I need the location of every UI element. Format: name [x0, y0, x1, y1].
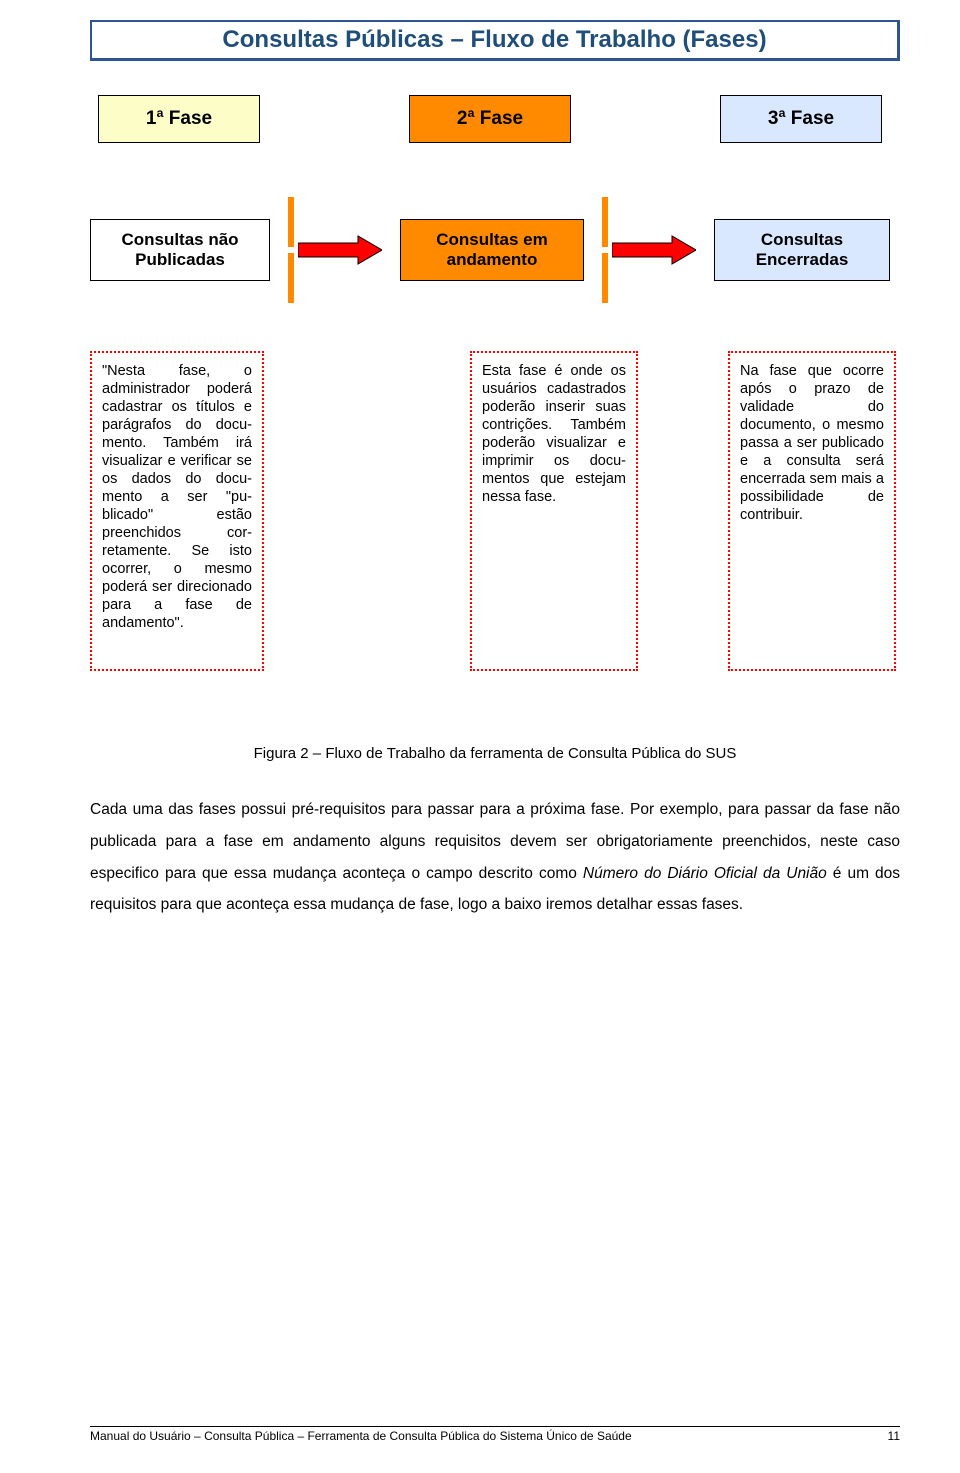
description-phase-3: Na fase que ocor­re após o prazo de vali…: [728, 351, 896, 671]
arrow-bar: [288, 197, 294, 247]
description-row: "Nesta fase, o administrador poderá cada…: [90, 351, 900, 671]
arrow-bar: [602, 253, 608, 303]
body-paragraph: Cada uma das fases possui pré-requisitos…: [90, 794, 900, 921]
page: Consultas Públicas – Fluxo de Trabalho (…: [0, 0, 960, 1473]
arrow-1-bars: [288, 197, 294, 303]
state-box-in-progress: Consultas em andamento: [400, 219, 584, 282]
page-footer: Manual do Usuário – Consulta Pública – F…: [90, 1426, 900, 1443]
description-phase-2: Esta fase é onde os usuários ca­dastrado…: [470, 351, 638, 671]
phase-row: 1ª Fase 2ª Fase 3ª Fase: [90, 95, 900, 143]
arrow-bar: [602, 197, 608, 247]
state-row: Consultas não Publicadas Consultas em an…: [90, 197, 900, 303]
state-box-closed: Consultas Encerradas: [714, 219, 890, 282]
diagram-title: Consultas Públicas – Fluxo de Trabalho (…: [90, 20, 900, 61]
description-phase-1: "Nesta fase, o administrador poderá cada…: [90, 351, 264, 671]
arrow-bar: [288, 253, 294, 303]
arrow-right-icon: [298, 234, 382, 266]
arrow-right-icon: [612, 234, 696, 266]
figure-caption: Figura 2 – Fluxo de Trabalho da ferramen…: [90, 745, 900, 762]
phase-label-3: 3ª Fase: [720, 95, 882, 143]
phase-label-2: 2ª Fase: [409, 95, 571, 143]
arrow-2-bars: [602, 197, 608, 303]
arrow-1: [288, 197, 382, 303]
state-box-not-published: Consultas não Publicadas: [90, 219, 270, 282]
footer-text: Manual do Usuário – Consulta Pública – F…: [90, 1429, 632, 1443]
phase-label-1: 1ª Fase: [98, 95, 260, 143]
body-text-italic: Número do Diário Oficial da União: [583, 865, 827, 882]
arrow-2: [602, 197, 696, 303]
footer-page-number: 11: [888, 1429, 900, 1443]
